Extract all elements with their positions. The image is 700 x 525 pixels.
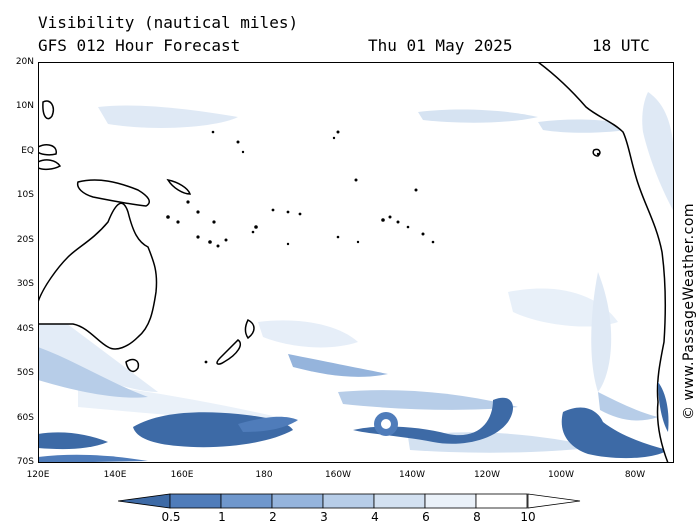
lat-label-10s: 10S: [16, 190, 34, 200]
colorbar-label-3: 3: [320, 510, 328, 524]
colorbar-segment: [424, 493, 477, 509]
forecast-label: GFS 012 Hour Forecast: [38, 36, 241, 55]
colorbar-lower-arrow: [118, 493, 171, 509]
lon-label-180: 180: [255, 470, 273, 480]
lon-label-120w: 120W: [473, 470, 501, 480]
visibility-shading: [38, 105, 668, 463]
forecast-date: Thu 01 May 2025: [368, 36, 513, 55]
colorbar-segment: [322, 493, 375, 509]
lon-label-160e: 160E: [170, 470, 194, 480]
colorbar-segment: [271, 493, 324, 509]
lon-label-80w: 80W: [624, 470, 646, 480]
colorbar-label-0: 0.5: [161, 510, 181, 524]
colorbar-label-2: 2: [269, 510, 277, 524]
lon-label-160w: 160W: [324, 470, 352, 480]
lon-label-120e: 120E: [26, 470, 50, 480]
lat-label-60s: 60S: [16, 413, 34, 423]
colorbar-label-1: 1: [218, 510, 226, 524]
colorbar-label-4: 4: [371, 510, 379, 524]
colorbar-label-5: 6: [422, 510, 430, 524]
lat-label-eq: EQ: [21, 146, 34, 156]
forecast-time: 18 UTC: [592, 36, 650, 55]
lat-label-40s: 40S: [16, 324, 34, 334]
colorbar-upper-arrow: [527, 493, 581, 509]
lat-label-20s: 20S: [16, 235, 34, 245]
visibility-colorbar: [118, 493, 581, 509]
visibility-map: [38, 62, 674, 463]
colorbar-label-7: 10: [520, 510, 536, 524]
lon-label-140w: 140W: [398, 470, 426, 480]
lat-label-20n: 20N: [15, 57, 34, 67]
pacific-islands: [166, 130, 600, 364]
colorbar-segment: [475, 493, 528, 509]
land-haze: [642, 92, 674, 212]
colorbar-segment: [220, 493, 273, 509]
lat-label-50s: 50S: [16, 368, 34, 378]
lon-label-100w: 100W: [547, 470, 575, 480]
lon-label-140e: 140E: [103, 470, 127, 480]
colorbar-segment: [169, 493, 222, 509]
lat-label-70s: 70S: [16, 457, 34, 467]
colorbar-label-6: 8: [473, 510, 481, 524]
credit-text: © www.PassageWeather.com: [681, 202, 697, 420]
map-title: Visibility (nautical miles): [38, 13, 299, 32]
lat-label-30s: 30S: [16, 279, 34, 289]
map-frame: [38, 62, 674, 463]
landmasses: [38, 62, 674, 463]
lat-label-10n: 10N: [15, 101, 34, 111]
colorbar-segment: [373, 493, 426, 509]
patagonia-shading: [658, 382, 669, 432]
